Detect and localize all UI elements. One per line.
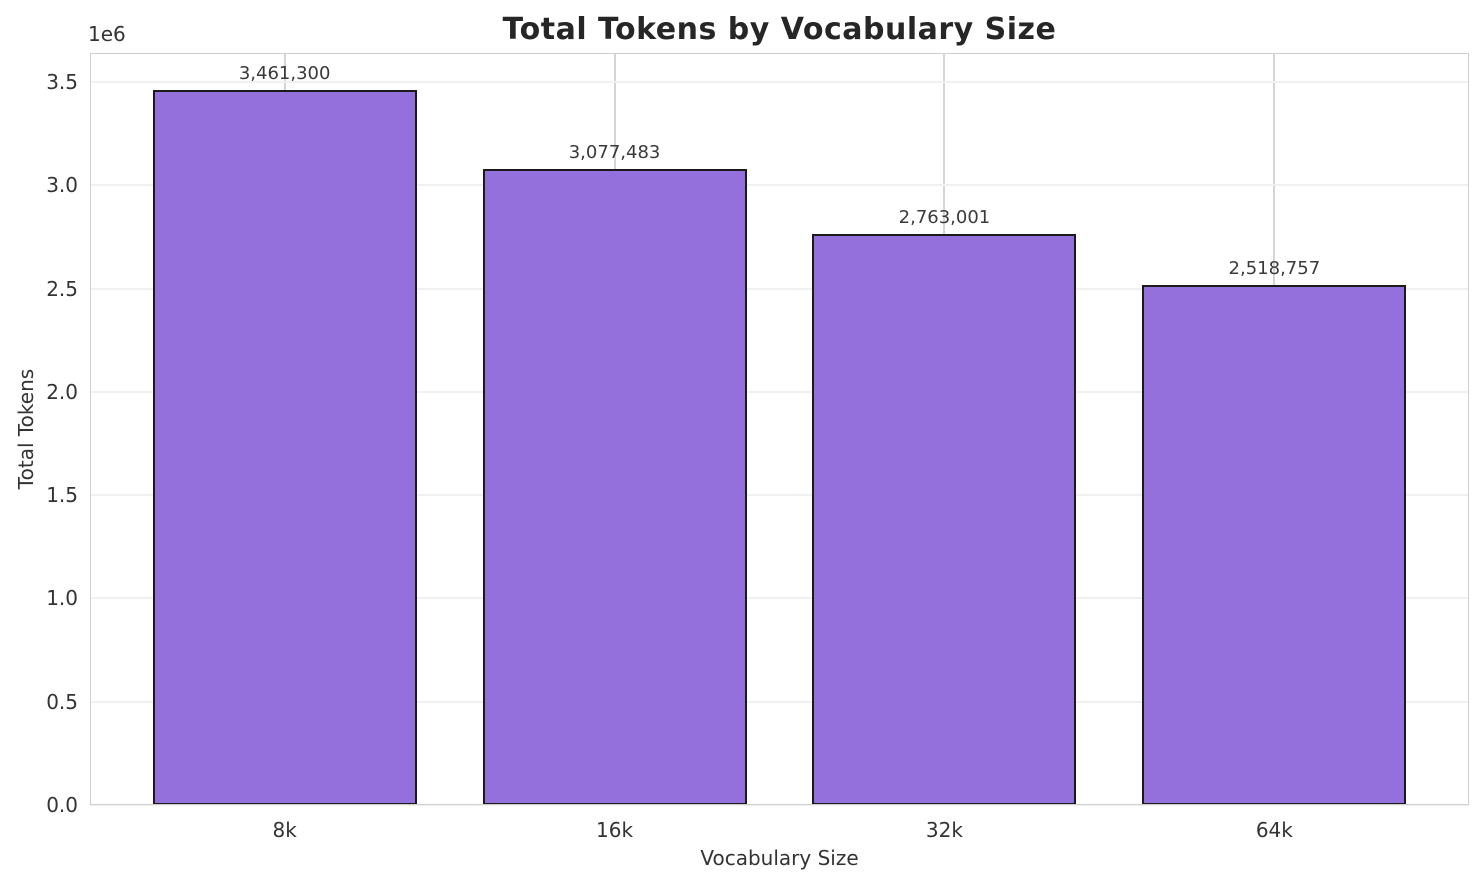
chart-title: Total Tokens by Vocabulary Size (502, 12, 1057, 47)
x-tick-label: 8k (272, 818, 297, 842)
bar-value-label: 2,518,757 (1228, 257, 1321, 279)
y-tick-label: 2.5 (46, 276, 78, 301)
horizontal-gridline (90, 494, 1469, 497)
y-tick-label: 3.5 (46, 69, 78, 94)
horizontal-gridline (90, 597, 1469, 600)
bar-value-label: 3,077,483 (568, 142, 661, 164)
bar (1142, 284, 1407, 805)
horizontal-gridline (90, 804, 1469, 806)
bar (812, 234, 1077, 805)
horizontal-gridline (90, 287, 1469, 290)
bar (152, 89, 417, 805)
y-tick-label: 1.5 (46, 483, 78, 508)
y-tick-label: 0.0 (46, 793, 78, 817)
x-tick-label: 64k (1255, 818, 1293, 842)
y-tick-label: 3.0 (46, 173, 78, 198)
horizontal-gridline (90, 184, 1469, 187)
y-tick-label: 2.0 (46, 379, 78, 404)
bar (482, 169, 747, 805)
y-tick-label: 0.5 (46, 689, 78, 714)
bar-value-label: 3,461,300 (238, 62, 331, 84)
y-axis-offset-label: 1e6 (88, 22, 126, 46)
x-axis-label: Vocabulary Size (700, 846, 859, 870)
bar-value-label: 2,763,001 (898, 207, 991, 229)
y-tick-label: 1.0 (46, 586, 78, 611)
horizontal-gridline (90, 700, 1469, 703)
horizontal-gridline (90, 390, 1469, 393)
x-tick-label: 32k (925, 818, 963, 842)
horizontal-gridline (90, 80, 1469, 83)
x-tick-label: 16k (596, 818, 634, 842)
